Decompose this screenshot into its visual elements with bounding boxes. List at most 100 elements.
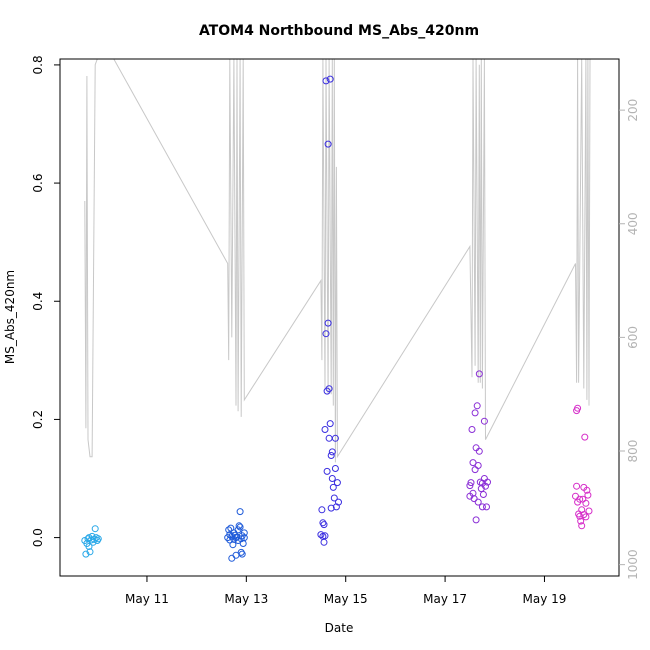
- scatter-point: [472, 516, 480, 524]
- scatter-point: [329, 483, 337, 491]
- scatter-point: [325, 385, 333, 393]
- scatter-point: [473, 402, 481, 410]
- scatter-point: [320, 538, 328, 546]
- scatter-point: [474, 462, 482, 469]
- scatter-point: [321, 426, 329, 433]
- x-tick-label: May 15: [324, 592, 368, 606]
- scatter-point: [479, 491, 487, 498]
- scatter-point: [471, 466, 479, 474]
- scatter-point: [583, 486, 591, 494]
- scatter-point: [228, 554, 236, 562]
- scatter-point: [475, 370, 483, 378]
- scatter-point: [480, 417, 488, 425]
- scatter-point: [90, 535, 98, 543]
- scatter-point: [580, 511, 588, 519]
- background-line-layer: [84, 58, 591, 463]
- scatter-point: [576, 495, 584, 503]
- scatter-point: [467, 479, 475, 487]
- y-axis: 0.0 0.2 0.4 0.6 0.8: [31, 55, 60, 547]
- x-tick-label: May 11: [125, 592, 169, 606]
- x-tick-label: May 13: [224, 592, 268, 606]
- background-line: [84, 58, 591, 463]
- secondary-y-axis: 200 400 600 800 1000: [619, 99, 640, 580]
- scatter-point: [326, 420, 334, 428]
- scatter-point: [321, 532, 329, 540]
- y-tick-label: 0.6: [31, 174, 45, 193]
- scatter-point: [235, 522, 243, 530]
- scatter-point: [237, 548, 245, 556]
- scatter-point: [236, 508, 244, 516]
- scatter-point: [238, 550, 246, 558]
- scatter-point: [317, 531, 325, 539]
- scatter-point: [227, 524, 235, 532]
- scatter-point: [578, 522, 586, 530]
- scatter-point: [582, 499, 590, 507]
- scatter-point: [324, 140, 332, 148]
- scatter-point: [85, 543, 93, 550]
- scatter-point: [93, 537, 101, 544]
- scatter-point: [324, 319, 332, 327]
- chart-title: ATOM4 Northbound MS_Abs_420nm: [199, 23, 479, 39]
- y-tick-label: 0.4: [31, 292, 45, 311]
- scatter-point: [577, 517, 585, 525]
- plot-frame: [59, 58, 620, 577]
- y-tick-label: 0.0: [31, 528, 45, 547]
- scatter-point: [482, 482, 489, 490]
- scatter-point: [240, 534, 248, 542]
- scatter-point: [229, 541, 237, 549]
- scatter-point: [585, 507, 593, 515]
- scatter-point: [584, 491, 592, 499]
- y-tick-label: 0.8: [31, 55, 45, 74]
- scatter-point: [225, 526, 233, 534]
- secondary-y-tick-label: 600: [626, 326, 640, 349]
- y-tick-label: 0.2: [31, 410, 45, 429]
- scatter-point: [322, 77, 330, 85]
- secondary-y-tick-label: 400: [626, 212, 640, 235]
- scatter-point: [323, 467, 331, 475]
- scatter-point: [82, 550, 90, 558]
- secondary-y-tick-label: 1000: [626, 549, 640, 580]
- scatter-point: [475, 447, 483, 455]
- scatter-point: [471, 409, 479, 417]
- scatter-point: [236, 523, 244, 531]
- scatter-point: [474, 498, 482, 506]
- scatter-point: [331, 465, 339, 472]
- scatter-point: [327, 504, 335, 512]
- scatter-point: [335, 498, 342, 506]
- x-axis-label: Date: [325, 621, 354, 635]
- scatter-point: [328, 448, 336, 456]
- scatter-point: [478, 503, 486, 511]
- scatter-point: [240, 529, 248, 537]
- scatter-point: [468, 426, 476, 433]
- scatter-point: [226, 536, 234, 544]
- secondary-y-tick-label: 800: [626, 440, 640, 463]
- scatter-point: [237, 535, 245, 543]
- scatter-point: [330, 494, 338, 502]
- scatter-point: [582, 513, 590, 521]
- y-axis-label: MS_Abs_420nm: [3, 270, 17, 364]
- scatter-point: [226, 531, 234, 539]
- scatter-point: [322, 330, 330, 338]
- scatter-point: [483, 503, 490, 511]
- scatter-point: [325, 434, 333, 442]
- scatter-point: [574, 404, 582, 412]
- scatter-point: [573, 482, 581, 490]
- scatter-point: [320, 521, 328, 529]
- scatter-point: [470, 495, 478, 503]
- scatter-point: [333, 479, 341, 487]
- scatter-point: [327, 452, 335, 459]
- scatter-point: [326, 75, 334, 83]
- scatter-point: [233, 533, 241, 541]
- secondary-y-tick-label: 200: [626, 99, 640, 122]
- scatter-point: [331, 434, 339, 442]
- scatter-point: [581, 433, 589, 441]
- scatter-point: [318, 506, 326, 514]
- points-layer: [81, 75, 593, 562]
- x-tick-label: May 17: [423, 592, 467, 606]
- scatter-point: [466, 482, 474, 490]
- scatter-point: [94, 535, 102, 543]
- scatter-point: [572, 492, 579, 500]
- scatter-point: [319, 519, 327, 527]
- x-axis: May 11 May 13 May 15 May 17 May 19: [125, 576, 566, 606]
